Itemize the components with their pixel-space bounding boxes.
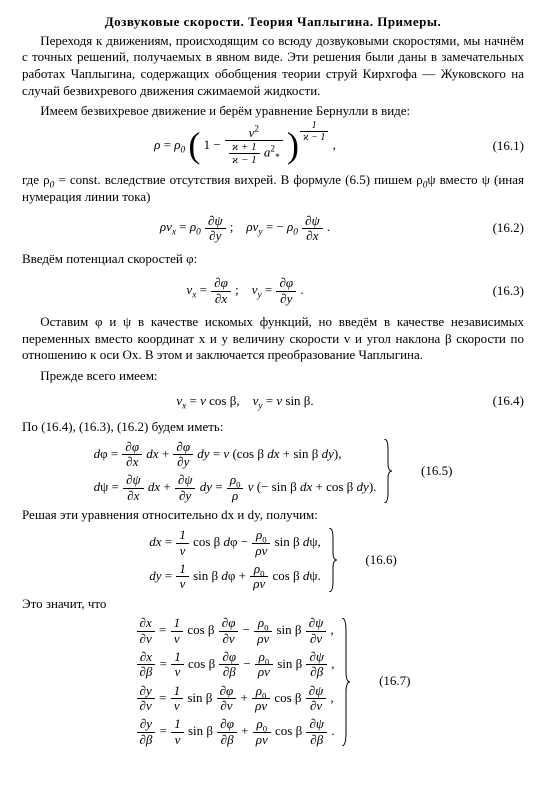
eqnum-16-2: (16.2): [468, 220, 524, 237]
equation-16-5: dφ = ∂φ∂x dx + ∂φ∂y dy = v (cos β dx + s…: [22, 439, 524, 503]
eqnum-16-7: (16.7): [354, 616, 410, 746]
equation-16-3: vx = ∂φ∂x ; vy = ∂φ∂y . (16.3): [22, 274, 524, 308]
brace-icon: [334, 616, 354, 746]
paragraph-6: Прежде всего имеем:: [22, 368, 524, 385]
paragraph-3: где ρ0 = const. вследствие отсутствия ви…: [22, 172, 524, 205]
equation-16-1: ρ = ρ0 ( 1 − v2 ϰ + 1 ϰ − 1 a2* ) 1: [22, 126, 524, 166]
paragraph-9: Это значит, что: [22, 596, 524, 613]
equation-16-2: ρvx = ρ0 ∂ψ∂y ; ρvy = − ρ0 ∂ψ∂x . (16.2): [22, 211, 524, 245]
page: Дозвуковые скорости. Теория Чаплыгина. П…: [0, 0, 546, 771]
eqnum-16-1: (16.1): [468, 138, 524, 155]
eqnum-16-3: (16.3): [468, 283, 524, 300]
equation-16-4: vx = v cos β, vy = v sin β. (16.4): [22, 391, 524, 413]
eqnum-16-4: (16.4): [468, 393, 524, 410]
equation-16-6: dx = 1v cos β dφ − ρ0ρv sin β dψ, dy = 1…: [22, 528, 524, 592]
section-heading: Дозвуковые скорости. Теория Чаплыгина. П…: [22, 14, 524, 31]
equation-16-7: ∂x∂v = 1v cos β ∂φ∂v − ρ0ρv sin β ∂ψ∂v ,…: [22, 616, 524, 746]
brace-icon: [376, 439, 396, 503]
brace-icon: [321, 528, 341, 592]
paragraph-8: Решая эти уравнения относительно dx и dy…: [22, 507, 524, 524]
eqnum-16-6: (16.6): [341, 528, 397, 592]
paragraph-7: По (16.4), (16.3), (16.2) будем иметь:: [22, 419, 524, 436]
eqnum-16-5: (16.5): [396, 439, 452, 503]
paragraph-2: Имеем безвихревое движение и берём уравн…: [22, 103, 524, 120]
paragraph-4: Введём потенциал скоростей φ:: [22, 251, 524, 268]
paragraph-5: Оставим φ и ψ в качестве искомых функций…: [22, 314, 524, 364]
paragraph-1: Переходя к движениям, происходящим со вс…: [22, 33, 524, 100]
para3-a: где ρ: [22, 172, 50, 187]
para3-b: = const. вследствие отсутствия вихрей. В…: [54, 172, 422, 187]
